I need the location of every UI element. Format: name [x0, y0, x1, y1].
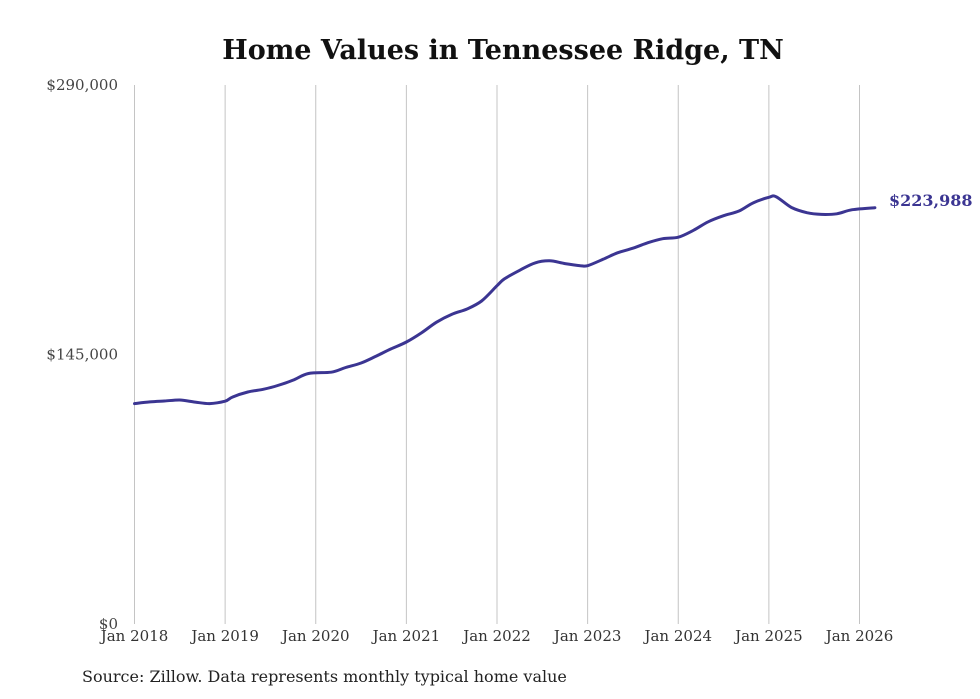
y-tick-label-2: $290,000: [46, 76, 118, 94]
x-tick-label-6: Jan 2024: [642, 627, 712, 645]
series-line-0: [133, 194, 877, 406]
x-tick-label-2: Jan 2020: [280, 627, 350, 645]
x-tick-label-7: Jan 2025: [733, 627, 803, 645]
x-axis-ticks: Jan 2018 Jan 2019 Jan 2020 Jan 2021 Jan 2022…: [99, 627, 894, 645]
x-tick-label-0: Jan 2018: [99, 627, 169, 645]
chart-title: Home Values in Tennessee Ridge, TN: [222, 35, 784, 66]
x-tick-label-5: Jan 2023: [552, 627, 622, 645]
x-tick-label-4: Jan 2022: [461, 627, 531, 645]
x-tick-label-3: Jan 2021: [371, 627, 441, 645]
x-tick-label-8: Jan 2026: [824, 627, 894, 645]
gridlines: [134, 85, 860, 624]
x-tick-label-1: Jan 2019: [189, 627, 259, 645]
series-layer: [133, 194, 877, 406]
end-value-label: $223,988: [889, 191, 973, 210]
source-note: Source: Zillow. Data represents monthly …: [82, 667, 567, 686]
y-tick-label-0: $0: [99, 615, 118, 633]
y-tick-label-1: $145,000: [46, 346, 118, 364]
y-axis-ticks: $0 $145,000 $290,000: [46, 76, 118, 633]
